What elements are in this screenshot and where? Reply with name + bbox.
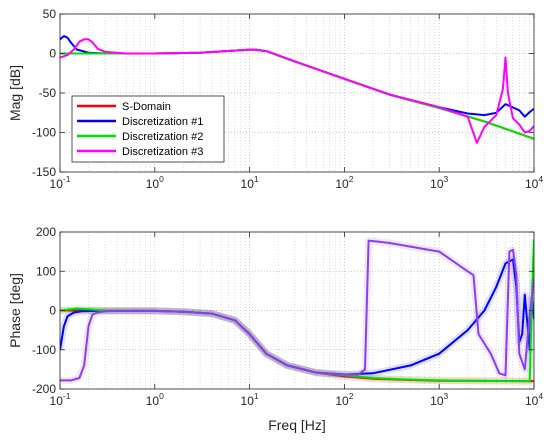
- legend-label-4: Discretization #3: [122, 146, 203, 158]
- legend: S-Domain Discretization #1 Discretization …: [71, 95, 225, 163]
- x-tick-label: 101: [241, 174, 259, 191]
- y-tick-label: -100: [32, 126, 56, 140]
- y-tick-label: -150: [32, 165, 56, 179]
- y-axis-label: Mag [dB]: [7, 65, 23, 121]
- x-tick-label: 101: [241, 391, 259, 408]
- series-line-4: [60, 239, 534, 382]
- y-tick-label: 50: [43, 7, 57, 21]
- series-group: [60, 237, 534, 385]
- x-tick-label: 100: [146, 174, 164, 191]
- legend-label-1: S-Domain: [122, 101, 171, 113]
- x-tick-label: 10-1: [50, 174, 71, 191]
- x-tick-label: 104: [525, 391, 543, 408]
- y-tick-label: -50: [39, 86, 57, 100]
- x-tick-label: 10-1: [50, 391, 71, 408]
- y-tick-label: 200: [36, 225, 56, 239]
- y-axis-label: Phase [deg]: [7, 273, 23, 348]
- x-axis-label: Freq [Hz]: [268, 417, 326, 433]
- x-tick-label: 100: [146, 391, 164, 408]
- y-tick-label: 0: [49, 304, 56, 318]
- x-tick-label: 103: [430, 174, 448, 191]
- x-tick-label: 104: [525, 174, 543, 191]
- y-tick-label: 0: [49, 47, 56, 61]
- x-tick-label: 102: [335, 174, 353, 191]
- legend-label-3: Discretization #2: [122, 131, 203, 143]
- x-tick-label: 103: [430, 391, 448, 408]
- x-tick-label: 102: [335, 391, 353, 408]
- legend-label-2: Discretization #1: [122, 116, 203, 128]
- series-group: [60, 35, 534, 144]
- y-tick-label: -200: [32, 382, 56, 396]
- y-tick-label: -100: [32, 343, 56, 357]
- series-line-4: [60, 38, 534, 144]
- y-tick-label: 100: [36, 264, 56, 278]
